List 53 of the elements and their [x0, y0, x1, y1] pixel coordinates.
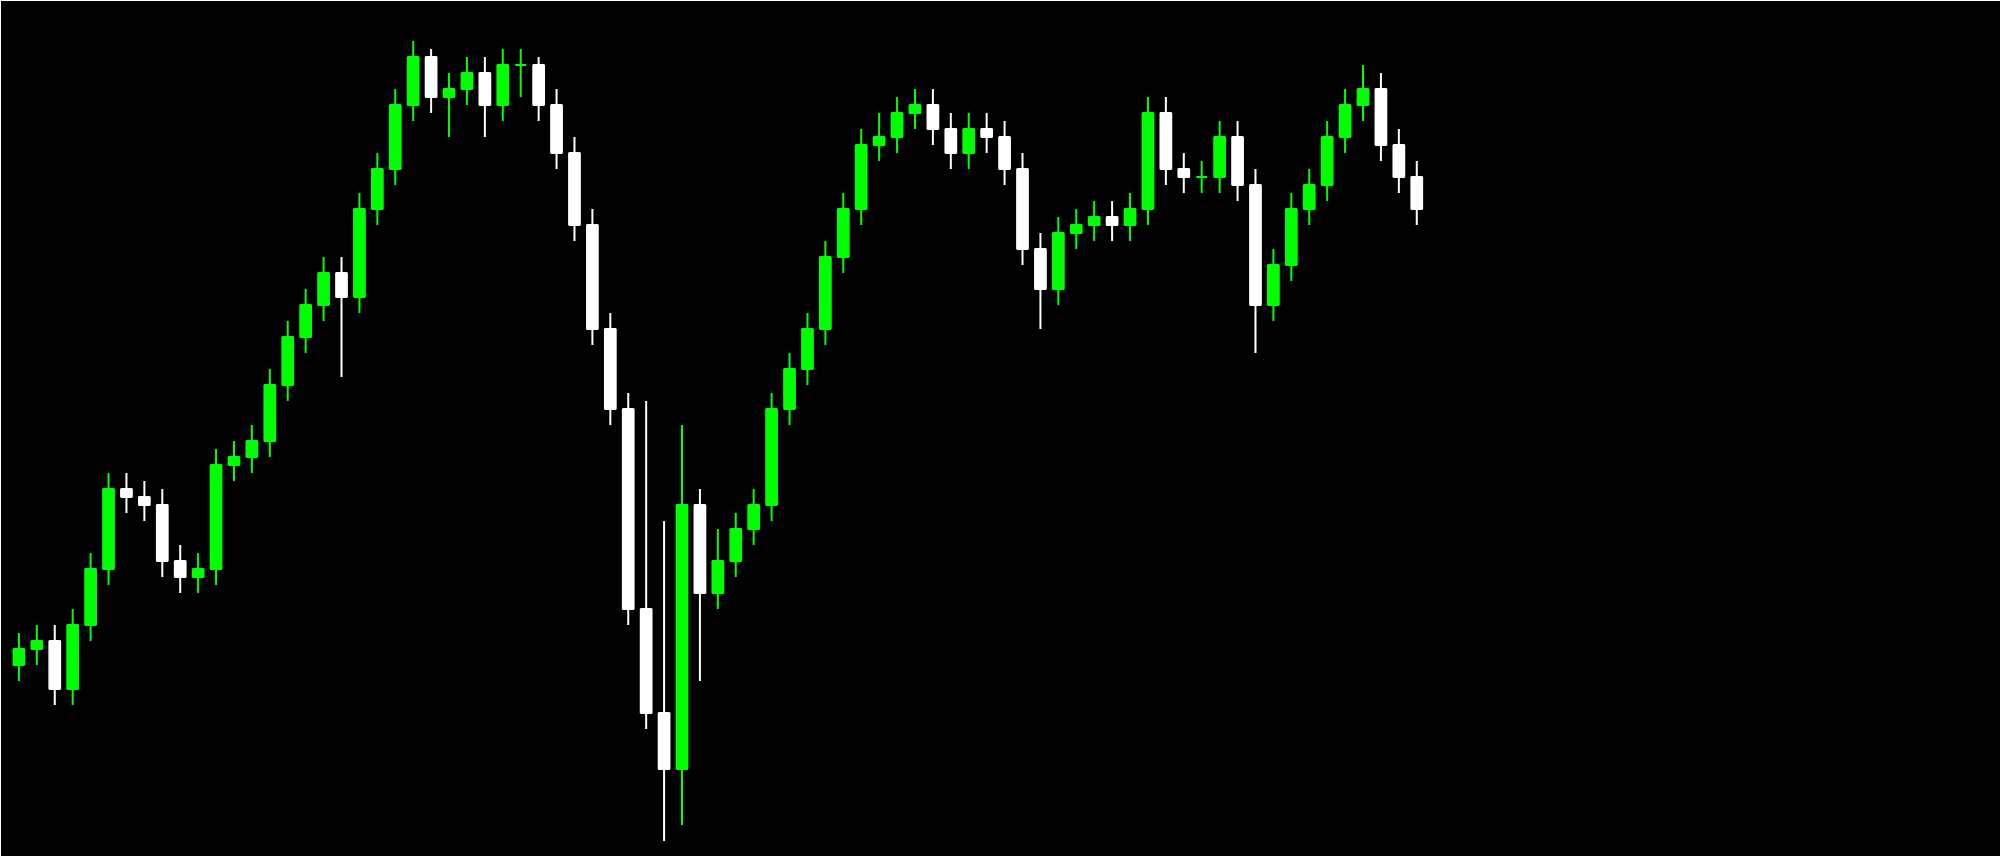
candlestick — [801, 312, 814, 386]
candlestick — [783, 352, 796, 426]
candlestick — [48, 624, 62, 706]
candlestick — [1034, 232, 1047, 330]
candlestick — [227, 440, 241, 482]
candlestick — [550, 88, 563, 170]
candlestick — [137, 480, 151, 522]
candlestick — [478, 56, 492, 138]
candlestick — [120, 472, 133, 514]
candlestick — [1087, 200, 1101, 242]
candlestick — [406, 40, 420, 122]
candlestick — [317, 256, 330, 322]
candlestick — [1123, 192, 1137, 242]
candlestick — [442, 72, 456, 138]
candlestick — [836, 192, 850, 274]
candlestick — [532, 56, 546, 122]
candlestick — [281, 320, 295, 402]
candlestick — [245, 424, 259, 474]
candlestick — [926, 88, 940, 146]
candlestick — [1356, 64, 1370, 122]
candlestick — [1105, 200, 1119, 242]
candlestick — [998, 120, 1011, 186]
candlestick — [30, 624, 44, 666]
candlestick — [12, 632, 26, 682]
candlestick — [191, 552, 205, 594]
candlestick — [299, 288, 313, 354]
candlestick — [1231, 120, 1244, 202]
candlestick — [962, 112, 976, 170]
candlestick — [1195, 160, 1209, 194]
candlestick — [944, 112, 958, 170]
candlestick — [1320, 120, 1334, 202]
candlestick — [872, 112, 886, 162]
candlestick — [1177, 152, 1191, 194]
candlestick — [496, 48, 510, 122]
candlestick — [1302, 168, 1316, 226]
candlestick — [1338, 88, 1352, 154]
candlestick — [370, 152, 384, 226]
candlestick — [1069, 208, 1083, 250]
candlestick — [908, 88, 922, 130]
candlestick — [1213, 120, 1227, 194]
candlestick — [890, 96, 904, 154]
candlestick — [335, 256, 348, 378]
candlestick — [1410, 160, 1424, 226]
candlestick — [424, 48, 438, 114]
candlestick — [711, 528, 725, 610]
candlestick — [1392, 128, 1406, 194]
candlestick — [729, 512, 743, 578]
candlestick — [173, 544, 187, 594]
candlestick — [980, 112, 994, 154]
candlestick — [747, 488, 761, 546]
candlestick — [460, 56, 474, 106]
candlestick — [1267, 248, 1280, 322]
candlestick — [514, 48, 528, 98]
